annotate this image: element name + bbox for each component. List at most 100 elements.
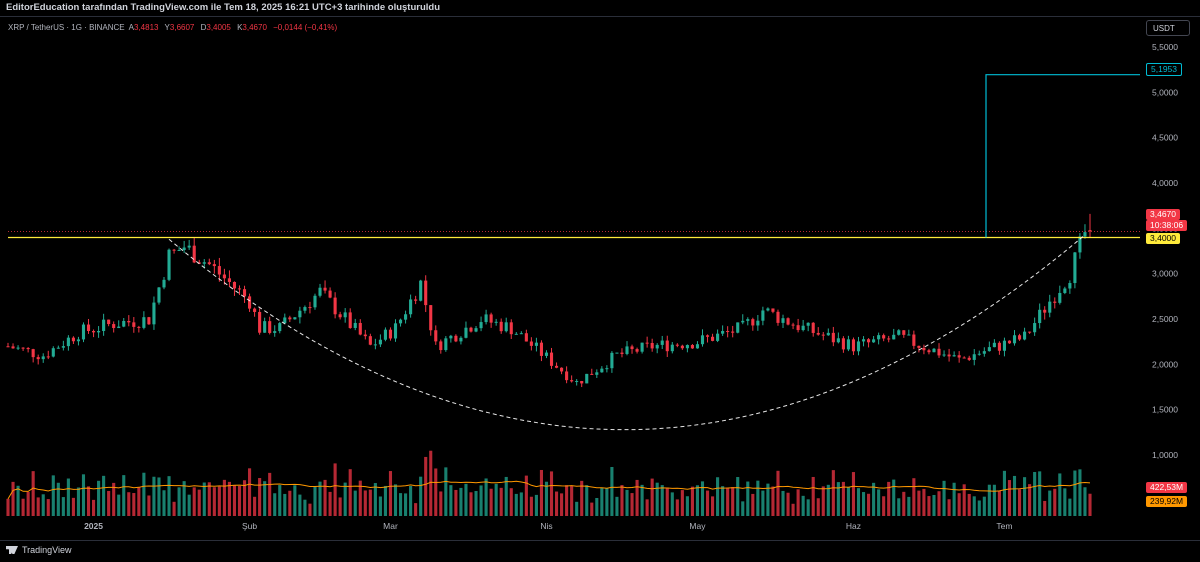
candle [721,331,725,334]
candle [781,318,785,323]
volume-bar [1083,487,1087,516]
volume-bar [71,497,75,516]
candle [494,321,498,323]
volume-bar [570,486,574,516]
volume-bar [897,498,901,516]
volume-bar [756,480,760,516]
candle [771,308,775,312]
volume-bar [610,466,614,516]
volume-bar [912,478,916,516]
candle [565,371,569,381]
candle [338,314,342,318]
candle [152,302,156,325]
volume-bar [363,490,367,516]
candle [957,355,961,358]
volume-bar [580,480,584,516]
volume-bar [726,487,730,516]
candle [806,322,810,326]
volume-bar [680,490,684,516]
volume-bar [112,482,116,516]
volume-bar [97,480,101,516]
volume-ma-line [7,480,1091,500]
candle [232,281,237,289]
volume-bar [323,479,327,516]
volume-bar [499,487,503,516]
volume-bar [444,467,448,516]
volume-bar [414,503,418,516]
volume-bar [650,478,654,516]
volume-bar [41,494,45,516]
candle [41,356,45,360]
volume-bar [172,501,176,516]
candle [76,339,81,342]
candle [248,296,252,309]
candle [1078,236,1082,253]
volume-bar [851,472,856,516]
candle [278,323,282,332]
volume-bar [761,490,765,516]
volume-bar [177,487,181,516]
candle [892,334,896,340]
candle [51,348,55,357]
candle [383,329,387,340]
volume-bar [736,477,740,516]
candle [31,349,35,358]
volume-bar [539,469,544,516]
last-price-tag: 3,4670 [1146,209,1180,220]
volume-tag: 422,53M [1146,482,1188,493]
volume-bar [907,496,911,516]
volume-bar [404,493,408,516]
candle [620,352,624,354]
volume-bar [122,475,126,516]
candle [630,346,634,350]
candle [353,322,357,328]
volume-bar [872,482,876,516]
candle [258,311,262,333]
volume-bar [811,476,815,516]
volume-bar [504,476,508,516]
brand-label: TradingView [22,545,72,555]
candle [977,353,981,355]
volume-bar [439,491,443,516]
volume-bar [398,493,403,516]
candle [398,319,403,324]
volume-bar [217,486,221,516]
candle [409,299,413,315]
candle [71,337,75,342]
volume-bar [615,496,619,516]
candle [192,245,196,263]
volume-bar [519,492,523,516]
volume-bar [237,485,242,516]
candle [1028,331,1032,333]
y-tick-label: 2,5000 [1152,314,1178,324]
volume-bar [162,490,166,516]
volume-bar [1053,488,1057,516]
candle [1048,301,1052,313]
candle [1063,288,1067,293]
volume-bar [21,498,25,516]
volume-ma-tag: 239,92M [1146,496,1188,507]
candle [293,317,297,320]
volume-bar [721,486,725,516]
volume-bar [816,498,820,516]
candle [816,332,820,335]
currency-button[interactable]: USDT [1146,20,1190,36]
volume-bar [1007,480,1012,516]
candle [142,317,146,328]
symbol-label[interactable]: XRP / TetherUS · 1G · BINANCE [8,23,125,32]
candle [796,325,800,331]
y-tick-label: 1,5000 [1152,405,1178,415]
close-value: 3,4670 [242,23,267,32]
volume-bar [1058,473,1062,516]
candle [791,324,795,326]
volume-bar [791,503,795,516]
volume-bar [806,499,810,516]
volume-bar [227,481,231,516]
volume-bar [283,493,287,516]
tradingview-brand[interactable]: TradingView [6,545,72,555]
candle [202,262,206,264]
candle [997,342,1001,351]
volume-bar [434,468,438,516]
candle [741,320,745,323]
